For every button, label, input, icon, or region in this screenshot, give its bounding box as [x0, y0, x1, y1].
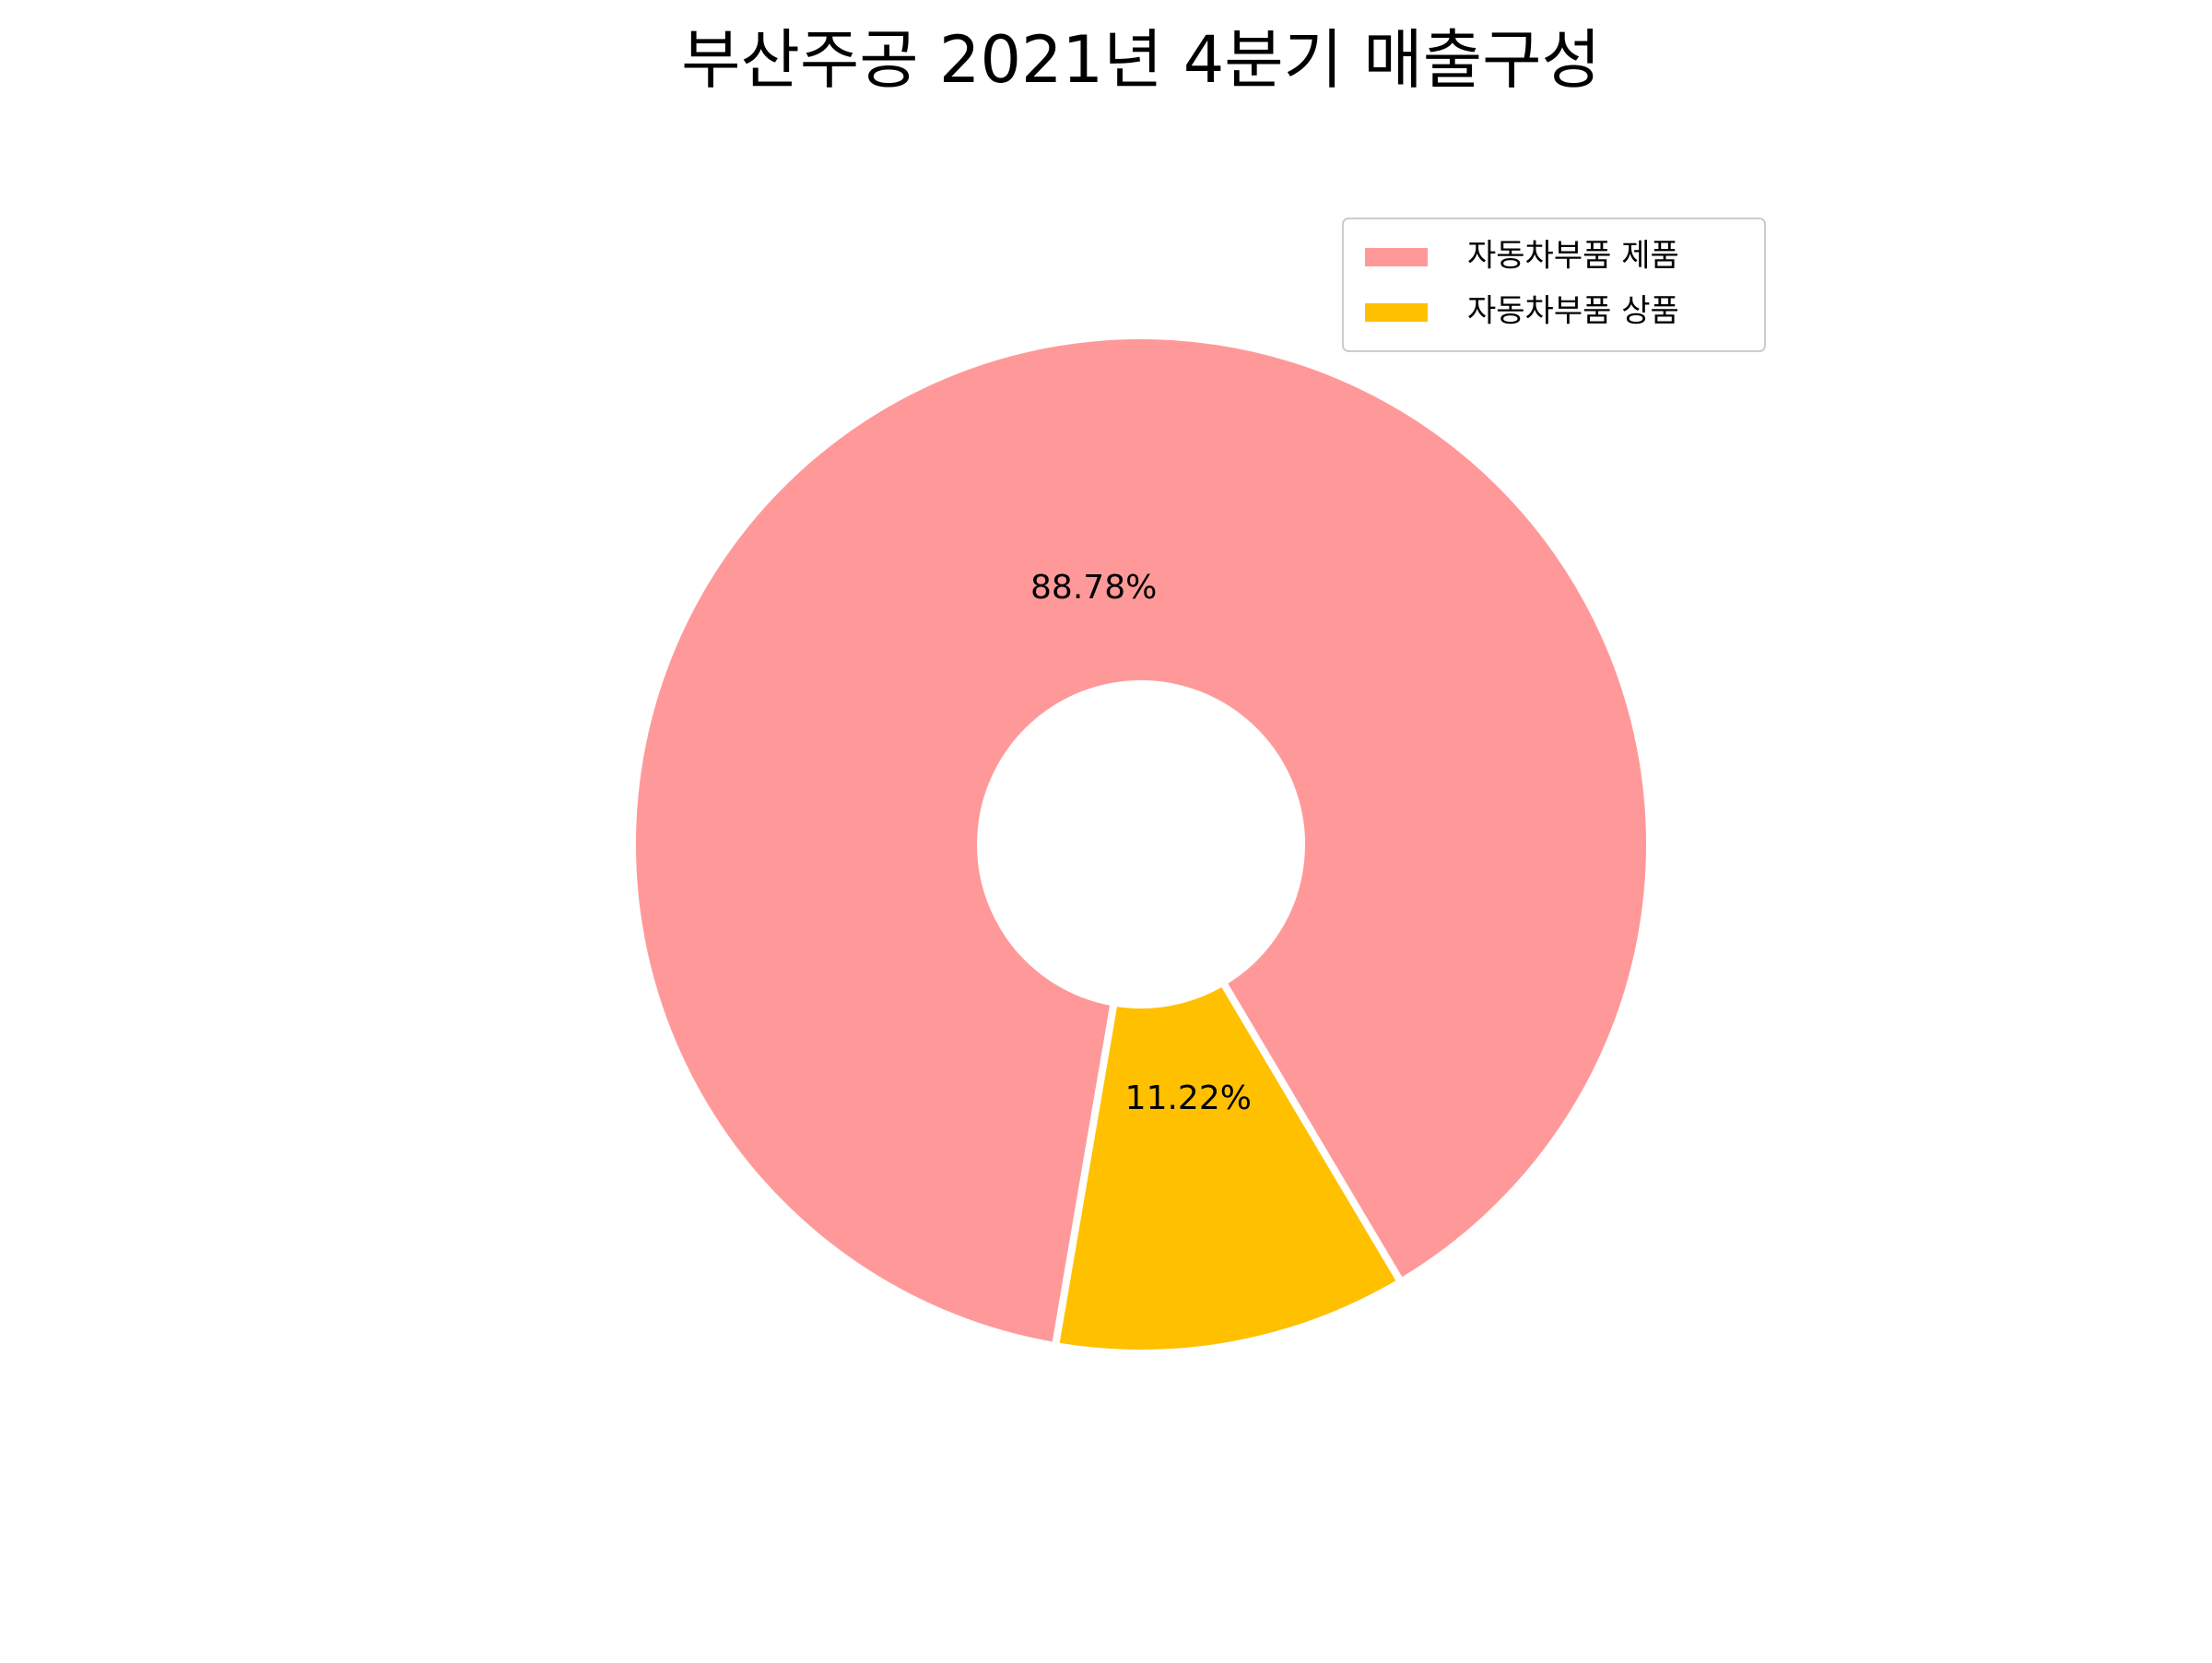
legend-label: 자동차부품 제품: [1467, 238, 1679, 275]
legend-label: 자동차부품 상품: [1467, 293, 1679, 330]
chart-title: 부산주공 2021년 4분기 매출구성: [681, 22, 1601, 98]
legend-frame: [1342, 218, 1766, 352]
legend-swatch: [1365, 248, 1428, 266]
legend-swatch: [1365, 303, 1428, 322]
pie-slice: [1051, 977, 1406, 1357]
data-label: 11.22%: [1125, 1079, 1252, 1117]
pie-slice: [629, 332, 1653, 1350]
data-label: 88.78%: [1030, 569, 1157, 607]
